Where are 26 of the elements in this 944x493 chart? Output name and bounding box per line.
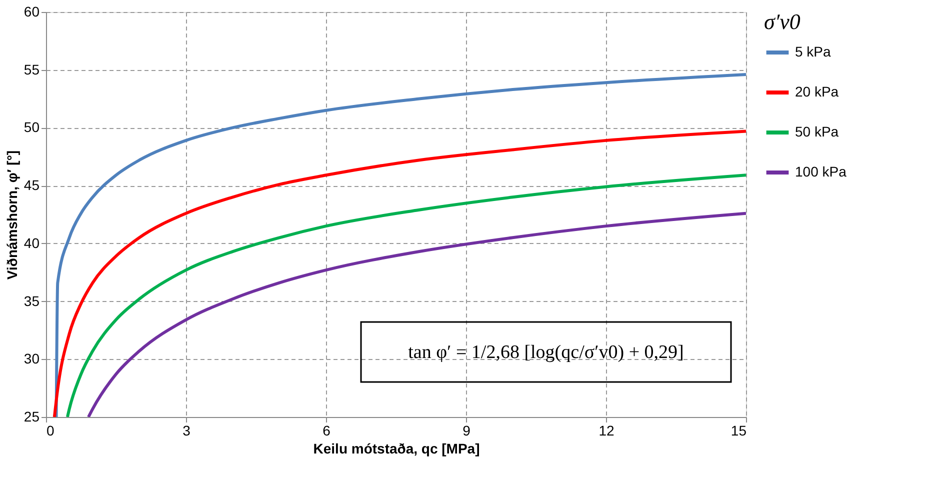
- y-tick-label: 45: [24, 177, 40, 194]
- y-tick-label: 50: [24, 119, 40, 136]
- line-series: [66, 174, 746, 417]
- legend-label: 20 kPa: [795, 84, 839, 100]
- y-tick-label: 40: [24, 234, 40, 251]
- line-series: [52, 130, 746, 417]
- legend-label: 50 kPa: [795, 124, 839, 140]
- y-tick-label: 25: [24, 408, 40, 424]
- annotation: tan φ′ = 1/2,68 [log(qc/σ′v0) + 0,29]: [408, 342, 684, 363]
- y-tick-label: 55: [24, 61, 40, 78]
- line-series: [54, 72, 746, 417]
- line-series: [86, 212, 746, 417]
- x-tick-label: 15: [730, 422, 747, 438]
- y-tick-label: 60: [24, 4, 40, 20]
- y-tick-label: 35: [24, 292, 40, 309]
- x-tick-label: 3: [182, 422, 191, 438]
- x-tick-label: 6: [322, 422, 331, 438]
- x-tick-label: 0: [46, 422, 54, 438]
- y-tick-label: 30: [24, 350, 40, 367]
- legend-label: 100 kPa: [795, 164, 847, 180]
- y-axis-title: Viðnámshorn, φ′ [°]: [4, 150, 20, 280]
- legend-title: σ′v0: [764, 9, 800, 34]
- x-tick-label: 9: [462, 422, 471, 438]
- x-axis-title: Keilu mótstaða, qc [MPa]: [313, 440, 480, 456]
- x-tick-label: 12: [598, 422, 614, 438]
- legend-label: 5 kPa: [795, 44, 832, 60]
